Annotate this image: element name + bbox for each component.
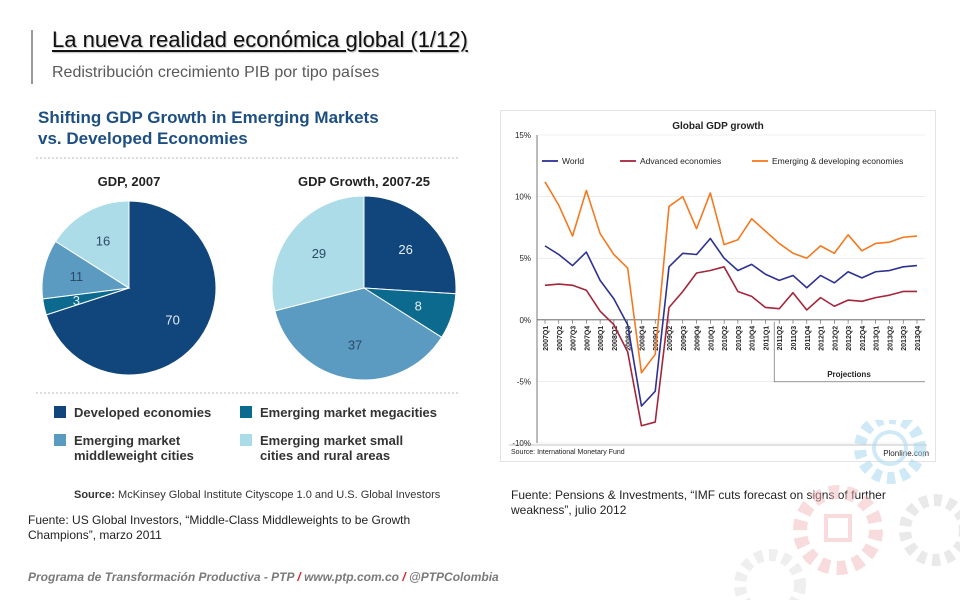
pie-slice-label: 37 [348,337,362,352]
line-chart-legend: World Advanced economies Emerging & develo… [542,156,903,166]
pie-slice-label: 8 [415,299,422,314]
x-tick-label: 2007Q1 [543,326,550,351]
title-accent-bar [31,30,33,84]
x-tick-label: 2012Q3 [846,326,853,351]
legend-label: Developed economies [74,405,211,420]
y-tick-label: -5% [517,377,531,386]
pie-slice-label: 16 [96,234,110,249]
global-gdp-growth-chart: Global GDP growth -10% -5% 0% 5% 10% 15% 2007… [500,110,936,462]
y-tick-label: 15% [515,131,531,140]
line-chart-series [544,181,918,427]
series-line [544,181,918,374]
x-tick-label: 2009Q3 [681,326,688,351]
figure-source: Source: McKinsey Global Institute Citysc… [74,489,441,501]
gdp-shift-figure: Shifting GDP Growth in Emerging Markets … [36,108,460,501]
x-tick-label: 2012Q1 [819,326,826,351]
figure-title-line1: Shifting GDP Growth in Emerging Markets [38,108,379,127]
line-chart-axes: 2007Q1 2007Q2 2007Q3 2007Q4 2008Q1 2008Q2 2008… [536,135,925,443]
slide-title: La nueva realidad económica global (1/12… [52,27,468,52]
x-tick-label: 2011Q3 [791,326,798,351]
x-tick-label: 2011Q4 [805,326,812,351]
page-footer: Programa de Transformación Productiva - … [28,570,499,584]
footer-separator: / [402,570,406,584]
x-tick-label: 2008Q4 [639,326,646,351]
y-tick-label: -10% [512,439,531,448]
pie-legend: Developed economies Emerging market megac… [54,405,437,463]
legend-swatch [240,434,252,446]
x-tick-label: 2013Q1 [874,326,881,351]
pie1-title: GDP, 2007 [98,174,161,189]
figure-title-line2: vs. Developed Economies [38,129,248,148]
y-tick-label: 0% [519,316,531,325]
pie-chart-gdp-growth: 26 8 37 29 [271,195,457,381]
x-tick-label: 2010Q1 [708,326,715,351]
x-tick-label: 2012Q4 [860,326,867,351]
y-tick-label: 10% [515,193,531,202]
pie-slice-label: 11 [70,269,84,284]
pie-slice-label: 3 [73,293,80,308]
gear-icon [854,420,926,484]
slide-subtitle: Redistribución crecimiento PIB por tipo … [52,64,380,81]
x-tick-label: 2010Q3 [736,326,743,351]
legend-label: cities and rural areas [260,448,390,463]
series-line [544,266,917,427]
x-tick-label: 2010Q2 [722,326,729,351]
legend-swatch [240,406,252,418]
pie-slice [54,200,130,289]
source-label: Source: [74,489,115,501]
footer-website: www.ptp.com.co [300,570,403,584]
y-tick-label: 5% [519,254,531,263]
footer-separator: / [297,570,301,584]
legend-series-name: World [562,156,584,166]
line-chart-grid: -10% -5% 0% 5% 10% 15% [512,131,925,448]
pie-slice-label: 29 [312,246,326,261]
x-tick-label: 2009Q4 [695,326,702,351]
pie-slice [45,200,217,376]
decorative-gears-icon [734,420,960,600]
gear-icon [793,485,883,575]
pie-slice [363,195,457,295]
legend-swatch [54,406,66,418]
legend-swatch [54,434,66,446]
line-chart-title: Global GDP growth [672,121,763,132]
pie-chart-gdp-2007: 70 3 11 16 [41,200,217,376]
gear-icon [734,494,960,600]
legend-label: middleweight cities [74,448,194,463]
legend-series-name: Emerging & developing economies [772,156,903,166]
x-tick-label: 2011Q1 [763,326,770,351]
x-tick-label: 2007Q3 [571,326,578,351]
pie2-title: GDP Growth, 2007-25 [298,174,430,189]
legend-label: Emerging market [74,433,181,448]
x-tick-label: 2008Q2 [612,326,619,351]
x-tick-label: 2007Q2 [557,326,564,351]
x-tick-label: 2011Q2 [777,326,784,351]
x-tick-label: 2008Q1 [598,326,605,351]
x-tick-label: 2010Q4 [750,326,757,351]
chart-source: Source: International Monetary Fund [511,449,625,456]
series-line [544,237,918,407]
x-tick-label: 2007Q4 [584,326,591,351]
legend-label: Emerging market small [260,433,403,448]
projections-label: Projections [827,370,871,379]
footer-program: Programa de Transformación Productiva - … [28,570,298,584]
pie-slice [274,287,443,381]
x-tick-label: 2012Q2 [832,326,839,351]
right-figure-caption: Fuente: Pensions & Investments, “IMF cut… [511,488,886,517]
x-tick-label: 2013Q4 [915,326,922,351]
pie-slice [271,195,365,312]
x-tick-label: 2009Q2 [667,326,674,351]
legend-series-name: Advanced economies [640,156,721,166]
pie-slice-label: 26 [398,242,412,257]
x-tick-label: 2013Q3 [901,326,908,351]
legend-label: Emerging market megacities [260,405,437,420]
footer-twitter: @PTPColombia [405,570,499,584]
pie-slice-label: 70 [165,313,179,328]
source-text: McKinsey Global Institute Cityscope 1.0 … [115,489,441,501]
x-tick-label: 2013Q2 [887,326,894,351]
left-figure-caption: Fuente: US Global Investors, “Middle-Cla… [28,513,411,542]
